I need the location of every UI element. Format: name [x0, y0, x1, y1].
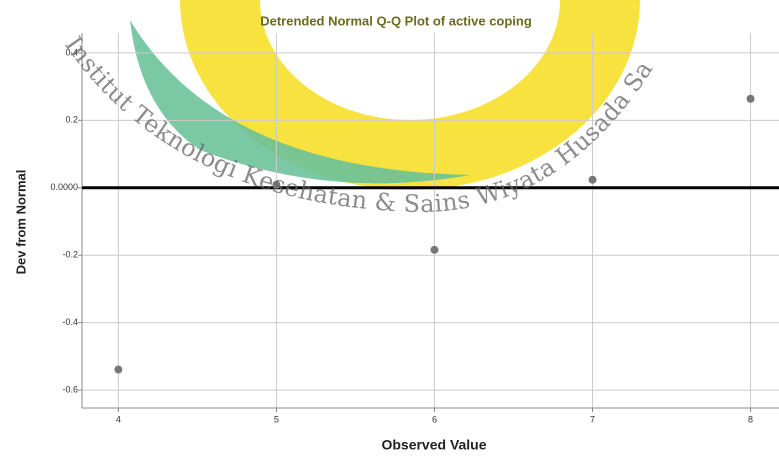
- y-tick-label: 0.2: [65, 115, 78, 125]
- y-axis-title: Dev from Normal: [13, 170, 28, 275]
- point: [114, 365, 123, 374]
- plot-area: 0.4 0.2 0.0000 -0.2 -0.4 -0.6 4 5 6 7 8: [50, 33, 779, 424]
- logo-yellow-arc: [180, 0, 640, 190]
- point: [588, 175, 597, 184]
- point: [430, 245, 439, 254]
- point: [746, 94, 755, 103]
- x-tick-label: 6: [432, 414, 437, 424]
- x-axis-title: Observed Value: [381, 437, 486, 453]
- x-tick-label: 8: [748, 414, 753, 424]
- x-tick-label: 4: [116, 414, 121, 424]
- watermark-logo: [130, 0, 640, 190]
- logo-green-arc: [130, 20, 470, 184]
- y-tick-label: 0.4: [65, 47, 78, 57]
- point: [272, 180, 281, 189]
- y-tick-label: 0.0000: [50, 182, 78, 192]
- y-tick-label: -0.4: [62, 317, 78, 327]
- y-tick-label: -0.6: [62, 385, 78, 395]
- y-tick-label: -0.2: [62, 250, 78, 260]
- x-tick-label: 7: [590, 414, 595, 424]
- chart-title: Detrended Normal Q-Q Plot of active copi…: [260, 13, 532, 28]
- x-tick-label: 5: [274, 414, 279, 424]
